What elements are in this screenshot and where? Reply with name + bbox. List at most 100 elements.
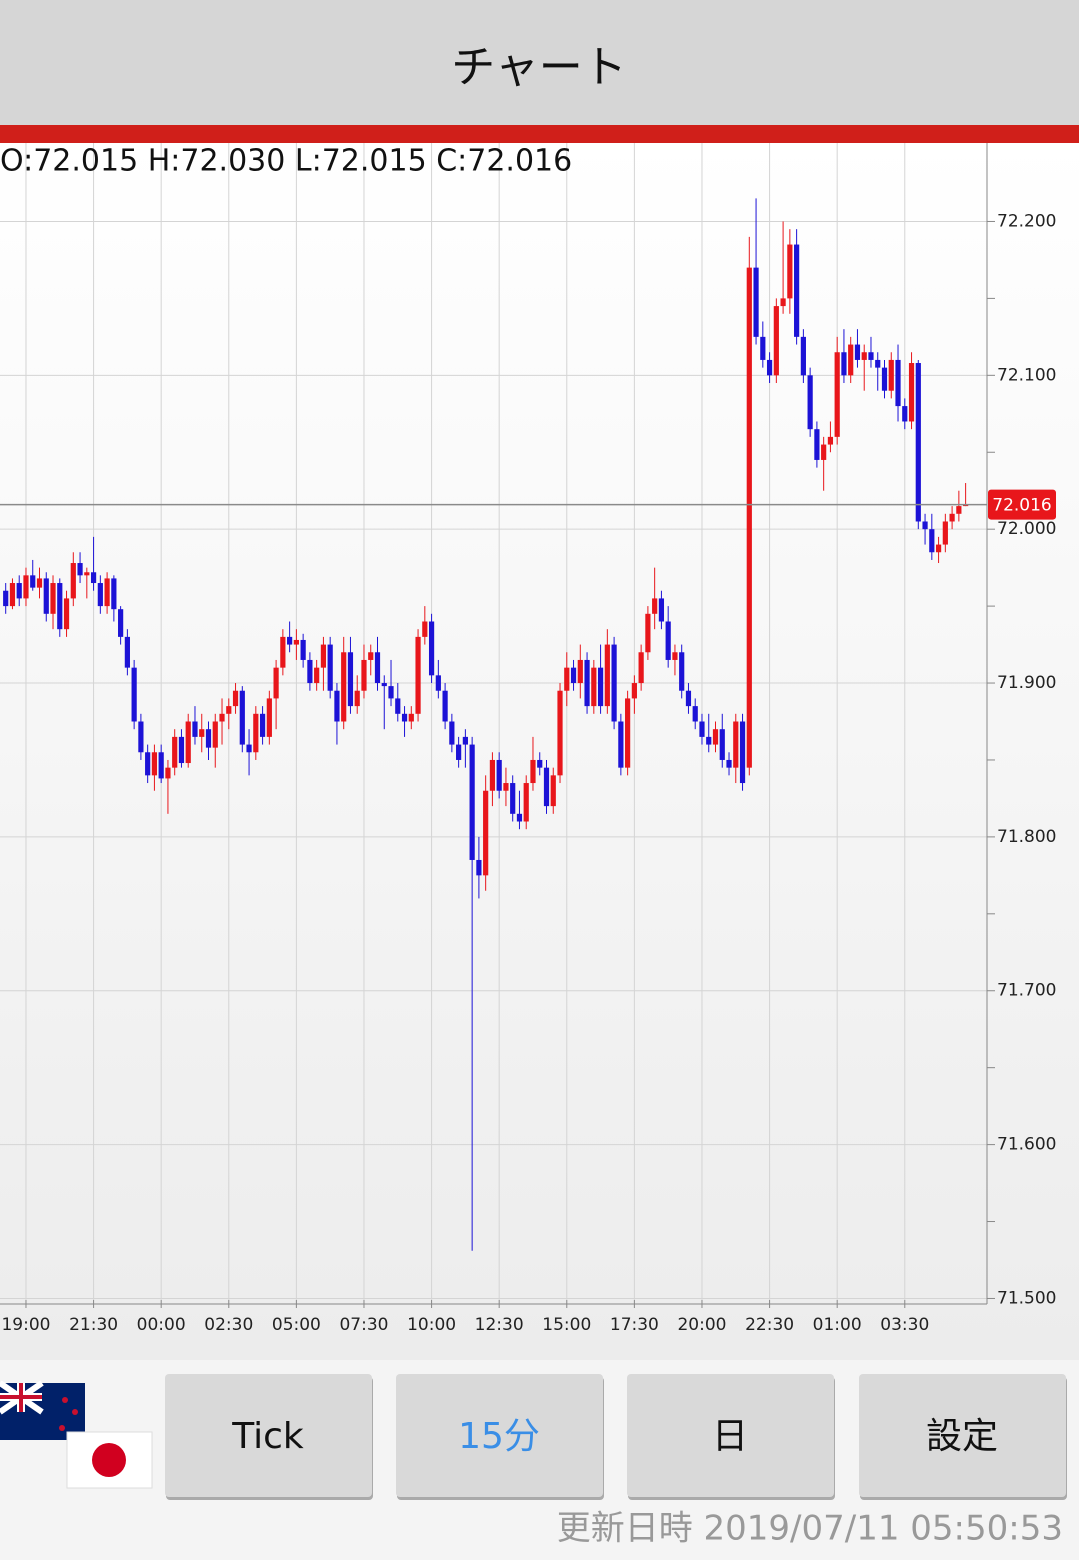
candle-body: [9, 583, 16, 607]
title: チャート: [451, 42, 627, 93]
candle-body: [496, 759, 502, 791]
candle-body: [388, 686, 394, 699]
button-label[interactable]: 日: [712, 1416, 748, 1457]
candle-body: [570, 667, 577, 684]
x-tick-label: 05:00: [272, 1315, 321, 1335]
candle-body: [199, 729, 205, 737]
candle-body: [449, 721, 455, 745]
y-tick-label: 71.600: [997, 1135, 1056, 1155]
candle-body: [760, 336, 766, 360]
button[interactable]: [165, 1374, 372, 1497]
candle-body: [90, 572, 97, 584]
candle-body: [293, 639, 299, 645]
button[interactable]: [627, 1374, 834, 1497]
flag-star: [59, 1425, 65, 1431]
candle-body: [516, 813, 523, 822]
candle-body: [246, 744, 252, 753]
candle-body: [165, 767, 171, 779]
x-tick-label: 00:00: [137, 1315, 186, 1335]
x-tick-label: 21:30: [69, 1315, 118, 1335]
candle-body: [787, 244, 793, 299]
candle-body: [604, 644, 610, 707]
candle-body: [699, 721, 705, 737]
candle-body: [510, 783, 516, 814]
candle-body: [739, 721, 746, 784]
candle-body: [827, 436, 834, 445]
button-label[interactable]: 15分: [458, 1416, 540, 1457]
x-tick-label: 03:30: [880, 1315, 929, 1335]
candle-body: [456, 744, 462, 760]
y-tick-label: 72.000: [997, 519, 1056, 539]
candle-body: [597, 667, 604, 707]
candle-body: [307, 659, 313, 684]
candle-body: [868, 352, 874, 360]
candle-body: [800, 336, 806, 376]
candle-body: [30, 575, 36, 588]
candle-body: [205, 729, 212, 748]
candle-body: [145, 752, 151, 776]
candle-body: [395, 698, 401, 714]
candle-body: [428, 621, 435, 676]
candle-body: [773, 306, 779, 376]
candle-body: [631, 683, 637, 699]
candle-body: [841, 352, 847, 376]
candle-body: [192, 721, 198, 737]
candle-body: [942, 521, 948, 545]
candle-body: [462, 736, 468, 745]
button-label[interactable]: Tick: [231, 1416, 304, 1457]
candle-body: [212, 721, 218, 748]
jp-sun: [92, 1443, 126, 1477]
candle-body: [476, 859, 482, 876]
candle-body: [435, 675, 441, 691]
candle-body: [746, 267, 752, 768]
button[interactable]: [396, 1374, 603, 1497]
candle-body: [77, 563, 83, 576]
candle-body: [922, 521, 928, 530]
candle-body: [895, 359, 901, 407]
candle-body: [692, 706, 698, 722]
candle-body: [848, 344, 854, 376]
candle-body: [564, 667, 570, 691]
flag-star: [62, 1397, 68, 1403]
candle-body: [70, 563, 76, 599]
y-tick-label: 72.200: [997, 211, 1056, 231]
candle-body: [151, 752, 158, 776]
button[interactable]: [859, 1374, 1066, 1497]
candle-body: [503, 783, 509, 791]
candle-body: [550, 775, 556, 807]
candle-body: [543, 767, 550, 807]
candle-body: [334, 690, 340, 722]
candle-body: [266, 698, 272, 737]
candle-body: [43, 578, 49, 614]
candle-body: [638, 652, 644, 684]
candle-body: [422, 621, 428, 637]
candle-body: [327, 644, 333, 691]
x-tick-label: 17:30: [610, 1315, 659, 1335]
candle-body: [63, 598, 70, 630]
y-tick-label: 71.500: [997, 1288, 1056, 1308]
candle-body: [814, 429, 820, 460]
candle-body: [652, 598, 658, 614]
candle-body: [219, 713, 225, 722]
candle-body: [854, 344, 861, 360]
candle-body: [368, 652, 374, 660]
candle-body: [469, 744, 475, 860]
candle-body: [280, 636, 286, 668]
candle-body: [347, 652, 354, 707]
candle-body: [3, 590, 9, 607]
button-label[interactable]: 設定: [926, 1416, 998, 1457]
candle-body: [16, 583, 22, 599]
candle-body: [591, 667, 597, 707]
candle-body: [834, 352, 840, 437]
candle-body: [780, 298, 786, 307]
candle-body: [253, 713, 259, 753]
x-tick-label: 02:30: [204, 1315, 253, 1335]
candle-body: [861, 352, 867, 360]
candle-body: [665, 621, 671, 660]
candle-body: [374, 652, 381, 684]
candle-body: [489, 759, 496, 791]
y-tick-label: 72.100: [997, 365, 1056, 385]
candle-body: [915, 363, 921, 522]
candle-body: [577, 659, 583, 684]
